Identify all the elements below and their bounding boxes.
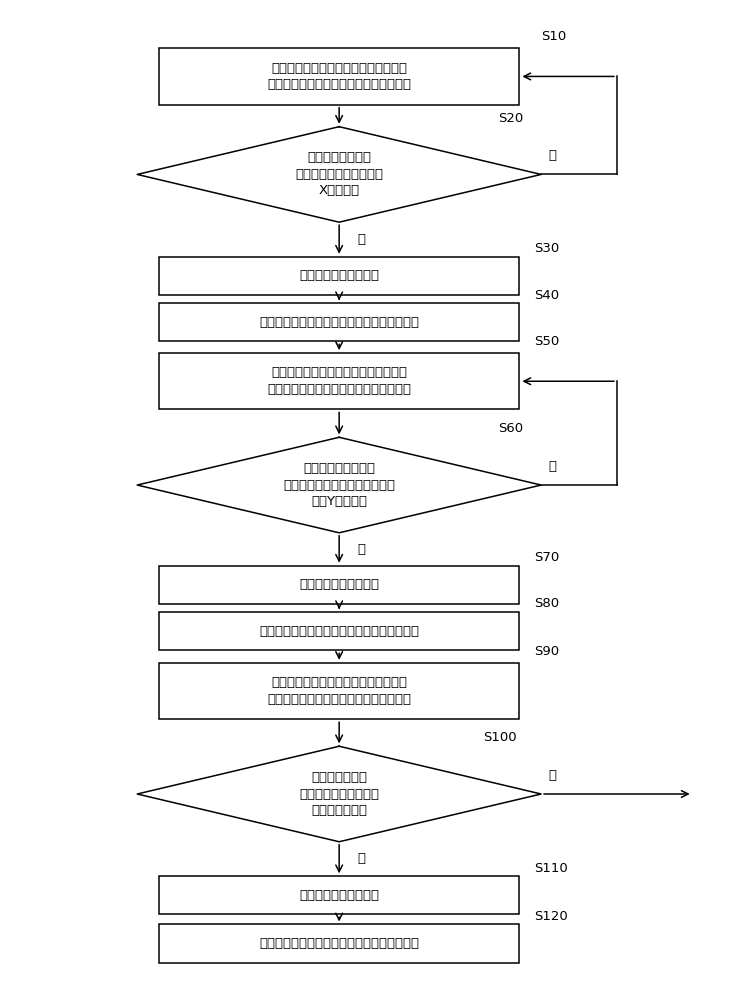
Text: 是: 是 bbox=[357, 543, 365, 556]
Text: S40: S40 bbox=[534, 289, 559, 302]
Polygon shape bbox=[137, 437, 541, 533]
Text: 判断与电动汽车前方
方向垂直的方向上的加速度是否
大于Y预设阈值: 判断与电动汽车前方 方向垂直的方向上的加速度是否 大于Y预设阈值 bbox=[283, 462, 395, 508]
Text: 是: 是 bbox=[357, 852, 365, 865]
Text: 控制报警装置发出警报: 控制报警装置发出警报 bbox=[299, 578, 379, 591]
Text: 控制报警装置发出警报: 控制报警装置发出警报 bbox=[299, 889, 379, 902]
Text: S60: S60 bbox=[498, 422, 523, 435]
Text: 否: 否 bbox=[548, 460, 556, 473]
Text: 获取电动汽车在电动汽车前进方向及与
电动汽车前进方向垂直的方向上的加速度: 获取电动汽车在电动汽车前进方向及与 电动汽车前进方向垂直的方向上的加速度 bbox=[267, 366, 411, 396]
Text: 获取电动汽车在电动汽车前进方向及与
电动汽车前进方向垂直的方向上的加速度: 获取电动汽车在电动汽车前进方向及与 电动汽车前进方向垂直的方向上的加速度 bbox=[267, 62, 411, 91]
Text: S10: S10 bbox=[541, 30, 567, 43]
Polygon shape bbox=[137, 746, 541, 842]
Text: S30: S30 bbox=[534, 242, 559, 255]
Bar bbox=[159, 663, 520, 719]
Text: 否: 否 bbox=[548, 769, 556, 782]
Text: S70: S70 bbox=[534, 551, 559, 564]
Text: 是: 是 bbox=[357, 233, 365, 246]
Bar bbox=[159, 876, 520, 914]
Bar bbox=[159, 566, 520, 604]
Bar bbox=[159, 924, 520, 963]
Text: S120: S120 bbox=[534, 910, 567, 923]
Text: 判断电池箱体与
水平面的倾斜角度是否
大于预设角度值: 判断电池箱体与 水平面的倾斜角度是否 大于预设角度值 bbox=[299, 771, 379, 817]
Text: S100: S100 bbox=[484, 731, 517, 744]
Bar bbox=[159, 353, 520, 409]
Text: 控制远程通信模块将警报信息发送至远程终端: 控制远程通信模块将警报信息发送至远程终端 bbox=[259, 625, 419, 638]
Text: 否: 否 bbox=[548, 149, 556, 162]
Text: S80: S80 bbox=[534, 597, 559, 610]
Text: 控制远程通信模块将警报信息发送至远程终端: 控制远程通信模块将警报信息发送至远程终端 bbox=[259, 937, 419, 950]
Text: 控制报警装置发出警报: 控制报警装置发出警报 bbox=[299, 269, 379, 282]
Text: 判断电动汽车前进
方向上的加速度是否大于
X预设阈值: 判断电动汽车前进 方向上的加速度是否大于 X预设阈值 bbox=[295, 151, 383, 197]
Text: S110: S110 bbox=[534, 862, 567, 875]
Bar bbox=[159, 612, 520, 650]
Polygon shape bbox=[137, 127, 541, 222]
Bar bbox=[159, 257, 520, 295]
Bar bbox=[159, 48, 520, 105]
Text: S50: S50 bbox=[534, 335, 559, 348]
Bar bbox=[159, 303, 520, 341]
Text: 获取电动汽车在电动汽车前进方向及与
电动汽车前进方向垂直的方向上的加速度: 获取电动汽车在电动汽车前进方向及与 电动汽车前进方向垂直的方向上的加速度 bbox=[267, 676, 411, 706]
Text: S90: S90 bbox=[534, 645, 559, 658]
Text: S20: S20 bbox=[498, 112, 523, 125]
Text: 控制远程通信模块将警报信息发送至远程终端: 控制远程通信模块将警报信息发送至远程终端 bbox=[259, 316, 419, 329]
